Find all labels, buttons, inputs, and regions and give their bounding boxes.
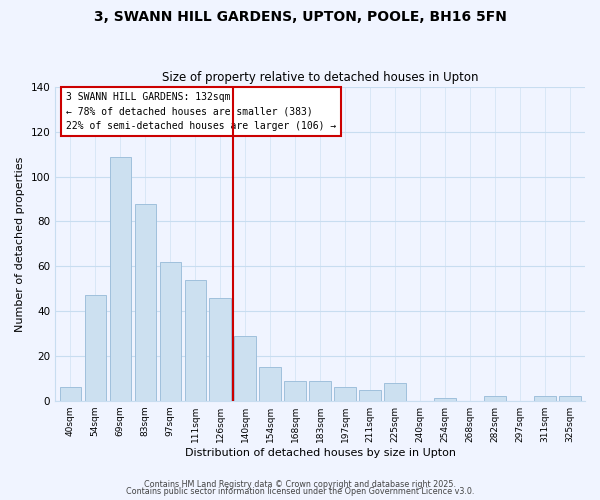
Y-axis label: Number of detached properties: Number of detached properties [15,156,25,332]
Bar [209,298,231,401]
Bar [334,388,356,400]
Text: Contains HM Land Registry data © Crown copyright and database right 2025.: Contains HM Land Registry data © Crown c… [144,480,456,489]
Bar [559,396,581,400]
Bar [359,390,380,400]
Bar [284,380,306,400]
Bar [484,396,506,400]
Bar [535,396,556,400]
X-axis label: Distribution of detached houses by size in Upton: Distribution of detached houses by size … [185,448,455,458]
Bar [259,367,281,400]
Bar [185,280,206,400]
Bar [134,204,156,400]
Text: 3, SWANN HILL GARDENS, UPTON, POOLE, BH16 5FN: 3, SWANN HILL GARDENS, UPTON, POOLE, BH1… [94,10,506,24]
Bar [434,398,455,400]
Text: 3 SWANN HILL GARDENS: 132sqm
← 78% of detached houses are smaller (383)
22% of s: 3 SWANN HILL GARDENS: 132sqm ← 78% of de… [66,92,336,132]
Bar [110,156,131,400]
Text: Contains public sector information licensed under the Open Government Licence v3: Contains public sector information licen… [126,488,474,496]
Bar [160,262,181,400]
Title: Size of property relative to detached houses in Upton: Size of property relative to detached ho… [162,72,478,85]
Bar [385,383,406,400]
Bar [235,336,256,400]
Bar [310,380,331,400]
Bar [59,388,81,400]
Bar [85,296,106,401]
